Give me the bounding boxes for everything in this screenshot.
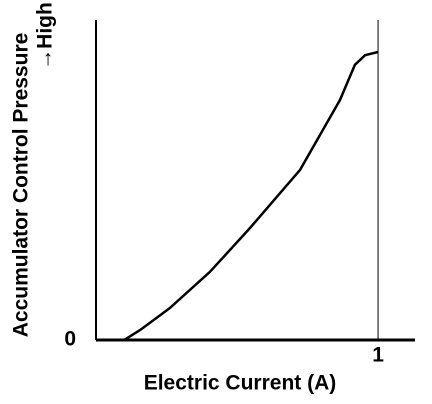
y-tick-label: 0 (64, 328, 76, 351)
y-axis-label: Accumulator Control Pressure (10, 33, 33, 338)
x-tick-label: 1 (372, 344, 384, 367)
data-line (123, 50, 379, 342)
x-axis-label: Electric Current (A) (144, 372, 337, 395)
y-axis-note: →High (34, 2, 57, 70)
